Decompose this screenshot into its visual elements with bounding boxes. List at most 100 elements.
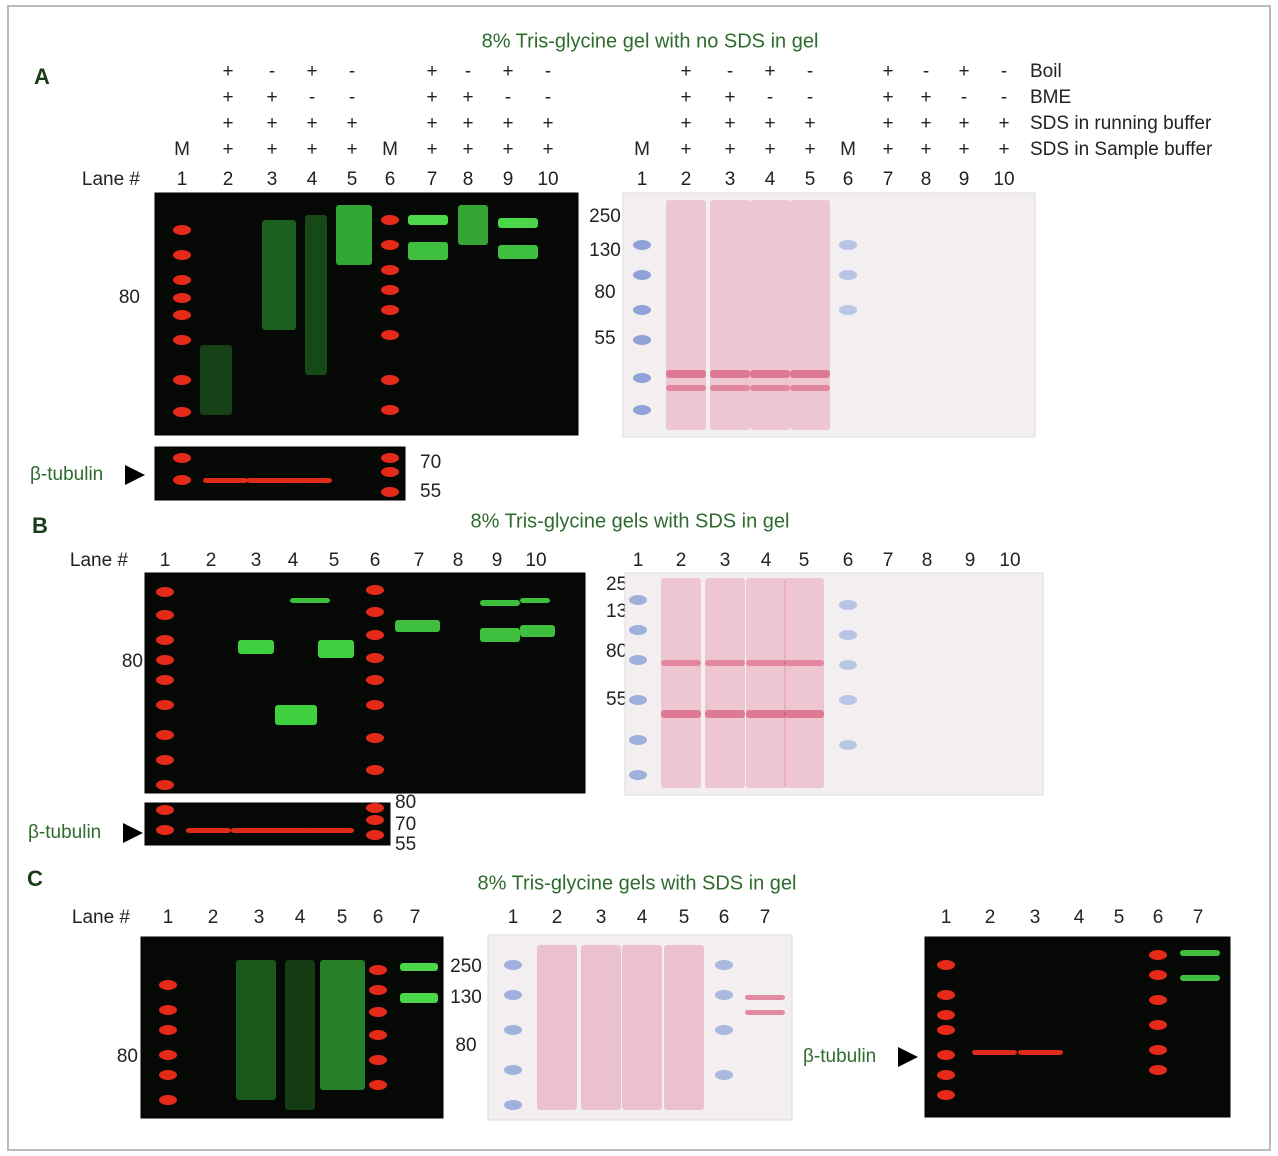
band (480, 600, 520, 606)
band (262, 220, 296, 330)
condition-sign: + (306, 61, 317, 82)
ladder-band (369, 1080, 387, 1090)
lane-number: 5 (337, 907, 348, 928)
condition-sign: + (502, 139, 513, 160)
band (200, 345, 232, 415)
ladder-band (173, 475, 191, 485)
condition-sign: + (462, 139, 473, 160)
marker-label: M (382, 139, 398, 160)
lane-number: 6 (843, 169, 854, 190)
condition-sign: + (882, 139, 893, 160)
ladder-band (159, 1070, 177, 1080)
lane-number: 10 (993, 169, 1014, 190)
arrow (125, 465, 145, 485)
lane-number: 4 (637, 907, 648, 928)
condition-sign: + (680, 61, 691, 82)
ladder-band (366, 653, 384, 663)
condition-sign: + (266, 87, 277, 108)
condition-sign: + (426, 139, 437, 160)
band (661, 710, 701, 718)
condition-sign: + (680, 87, 691, 108)
ladder-band (381, 375, 399, 385)
lane-header: Lane # (72, 907, 131, 928)
ladder-band (156, 755, 174, 765)
lane-number: 5 (329, 550, 340, 571)
mw-label: 80 (455, 1035, 476, 1056)
band (581, 945, 621, 1110)
band (784, 660, 824, 666)
mw-label: 250 (450, 956, 482, 977)
ladder-band (159, 980, 177, 990)
band (318, 640, 354, 658)
mw-label: 80 (119, 287, 140, 308)
ladder-band (173, 275, 191, 285)
condition-label: SDS in Sample buffer (1030, 139, 1213, 160)
condition-sign: - (1001, 87, 1007, 108)
lane-number: 6 (373, 907, 384, 928)
condition-sign: + (266, 139, 277, 160)
band (275, 705, 317, 725)
ladder-band (629, 695, 647, 705)
band (972, 1050, 1017, 1055)
ladder-band (366, 585, 384, 595)
band (745, 995, 785, 1000)
condition-sign: - (349, 87, 355, 108)
band (203, 478, 248, 483)
band (238, 640, 274, 654)
mw-label: 80 (606, 641, 627, 662)
band (287, 478, 332, 483)
lane-header: Lane # (82, 169, 141, 190)
mw-label: 130 (589, 240, 621, 261)
panel-title: 8% Tris-glycine gels with SDS in gel (470, 510, 789, 532)
panel-title: 8% Tris-glycine gels with SDS in gel (477, 872, 796, 894)
band (285, 960, 315, 1110)
ladder-band (629, 655, 647, 665)
lane-number: 7 (760, 907, 771, 928)
ladder-band (504, 1065, 522, 1075)
condition-sign: + (920, 87, 931, 108)
band (705, 660, 745, 666)
ladder-band (381, 305, 399, 315)
band (395, 620, 440, 632)
lane-number: 7 (883, 550, 894, 571)
band (666, 200, 706, 430)
condition-sign: + (958, 139, 969, 160)
condition-sign: + (882, 113, 893, 134)
ladder-band (156, 805, 174, 815)
ladder-band (1149, 950, 1167, 960)
condition-sign: + (222, 113, 233, 134)
ladder-band (156, 655, 174, 665)
ladder-band (504, 1025, 522, 1035)
band (1018, 1050, 1063, 1055)
ladder-band (366, 630, 384, 640)
condition-sign: + (222, 61, 233, 82)
panel-title: 8% Tris-glycine gel with no SDS in gel (482, 30, 819, 52)
ladder-band (156, 635, 174, 645)
band (498, 218, 538, 228)
condition-sign: + (426, 61, 437, 82)
band (320, 960, 365, 1090)
band (520, 625, 555, 637)
band (784, 710, 824, 718)
panel-letter: A (34, 64, 50, 89)
condition-sign: + (920, 113, 931, 134)
condition-sign: + (920, 139, 931, 160)
band (480, 628, 520, 642)
ladder-band (839, 305, 857, 315)
lane-number: 2 (676, 550, 687, 571)
condition-sign: + (724, 139, 735, 160)
lane-number: 1 (508, 907, 519, 928)
ladder-band (839, 740, 857, 750)
condition-sign: + (998, 139, 1009, 160)
lane-number: 4 (288, 550, 299, 571)
ladder-band (369, 1055, 387, 1065)
ladder-band (381, 240, 399, 250)
condition-sign: - (807, 61, 813, 82)
band (231, 828, 276, 833)
condition-sign: + (306, 139, 317, 160)
ladder-band (1149, 1065, 1167, 1075)
condition-sign: + (426, 113, 437, 134)
condition-sign: + (724, 87, 735, 108)
condition-sign: + (502, 61, 513, 82)
